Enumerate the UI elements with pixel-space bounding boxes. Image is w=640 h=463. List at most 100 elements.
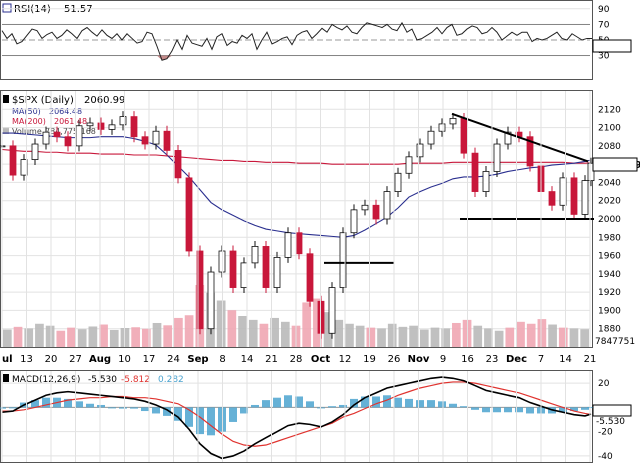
price-tick-label: 1940 <box>598 270 621 280</box>
candle-body <box>207 271 215 330</box>
x-axis-day-label: 12 <box>339 354 352 365</box>
price-tick-label: 2080 <box>598 142 621 152</box>
macd-histogram-bar <box>251 404 259 408</box>
macd-histogram-bar <box>163 407 171 416</box>
candle-body <box>493 143 501 172</box>
x-axis-month-label: Aug <box>89 354 111 365</box>
rsi-legend-icon <box>2 3 12 13</box>
macd-histogram-bar <box>229 407 237 422</box>
candle-body <box>64 136 72 147</box>
candle-body <box>460 118 468 154</box>
volume-bar <box>24 328 34 347</box>
volume-bar <box>77 329 87 347</box>
volume-bar <box>88 326 98 347</box>
x-axis-month-label: Sep <box>187 354 208 365</box>
candle-body <box>9 145 17 176</box>
candle-body <box>587 162 595 182</box>
candle-body <box>229 250 237 288</box>
volume-bar <box>184 315 194 347</box>
candle-body <box>372 204 380 220</box>
rsi-tick-label: 30 <box>598 52 610 62</box>
macd-histogram-bar <box>383 395 391 408</box>
candle-body <box>97 122 105 130</box>
x-axis-day-label: 13 <box>20 354 33 365</box>
volume-bar <box>35 323 44 347</box>
volume-bar <box>334 319 344 347</box>
candle-body <box>42 131 50 145</box>
candle-body <box>449 118 457 125</box>
volume-bar <box>270 317 279 347</box>
price-tick-label: 2020 <box>598 197 621 207</box>
ma200-label: MA(200) <box>12 117 46 126</box>
volume-bar <box>302 302 312 347</box>
volume-bar <box>537 319 547 347</box>
volume-bar <box>131 327 140 347</box>
price-tick-label: 2120 <box>598 105 621 115</box>
rsi-line <box>1 21 592 61</box>
volume-bar <box>355 325 365 347</box>
volume-bar <box>45 325 55 347</box>
volume-bar <box>526 323 536 347</box>
macd-tick-label: -40 <box>598 452 613 462</box>
price-tick-label: 1920 <box>598 288 621 298</box>
volume-bar <box>409 325 418 347</box>
volume-bar <box>484 328 493 347</box>
x-axis-day-label: 20 <box>45 354 58 365</box>
x-axis-day-label: 24 <box>167 354 180 365</box>
macd-legend: MACD(12,26,9) -5.530 -5.812 0.282 <box>3 374 184 385</box>
candle-body <box>383 191 391 220</box>
volume-bar <box>238 316 247 347</box>
x-axis-day-label: 7 <box>538 354 544 365</box>
macd-histogram-bar <box>328 406 336 408</box>
candle-body <box>75 125 83 147</box>
volume-bar <box>569 328 579 347</box>
macd-histogram-bar <box>427 400 435 408</box>
price-tick-label: 1980 <box>598 233 621 243</box>
volume-bar <box>473 325 483 347</box>
macd-histogram-bar <box>42 397 50 408</box>
macd-histogram-bar <box>587 407 595 409</box>
x-axis-day-label: 27 <box>69 354 82 365</box>
macd-histogram-bar <box>504 407 512 413</box>
macd-histogram-bar <box>284 395 292 408</box>
candle-body <box>130 116 138 138</box>
macd-histogram-bar <box>86 403 94 408</box>
candle-body <box>262 246 270 288</box>
price-tick-label: 2000 <box>598 215 621 225</box>
price-tick-label: 1900 <box>598 306 621 316</box>
volume-bar <box>109 329 119 347</box>
candle-body <box>416 143 424 158</box>
candle-body <box>196 250 204 330</box>
candle-body <box>570 177 578 215</box>
candle-body <box>581 180 589 215</box>
price-tick-label: 2100 <box>598 124 621 134</box>
macd-value-label: -5.530 <box>88 375 117 385</box>
volume-value-label: 784,775,168 <box>45 127 96 136</box>
volume-bar <box>398 326 408 347</box>
macd-signal-value-label: -5.812 <box>121 375 150 385</box>
candle-body <box>339 232 347 288</box>
volume-axis-label: 7847751 <box>595 337 635 347</box>
price-legend-icon <box>3 95 9 103</box>
volume-bar <box>174 317 183 347</box>
macd-histogram-value-label: 0.282 <box>158 375 184 385</box>
macd-histogram-bar <box>405 398 413 408</box>
rsi-label: RSI(14) <box>14 4 51 15</box>
macd-histogram-bar <box>9 407 17 409</box>
candle-body <box>548 191 556 206</box>
volume-legend-icon <box>3 127 9 134</box>
volume-bar <box>430 327 440 347</box>
candle-body <box>350 209 358 234</box>
candle-body <box>405 156 413 174</box>
candle-body <box>53 131 61 138</box>
x-axis-day-label: 10 <box>118 354 131 365</box>
x-axis-day-label: 26 <box>388 354 401 365</box>
x-axis-day-label: 16 <box>461 354 474 365</box>
volume-bar <box>377 328 386 347</box>
candle-body <box>163 130 171 151</box>
candle-body <box>438 123 446 132</box>
candle-body <box>86 122 94 127</box>
candle-body <box>526 136 534 167</box>
macd-histogram-bar <box>130 407 138 409</box>
